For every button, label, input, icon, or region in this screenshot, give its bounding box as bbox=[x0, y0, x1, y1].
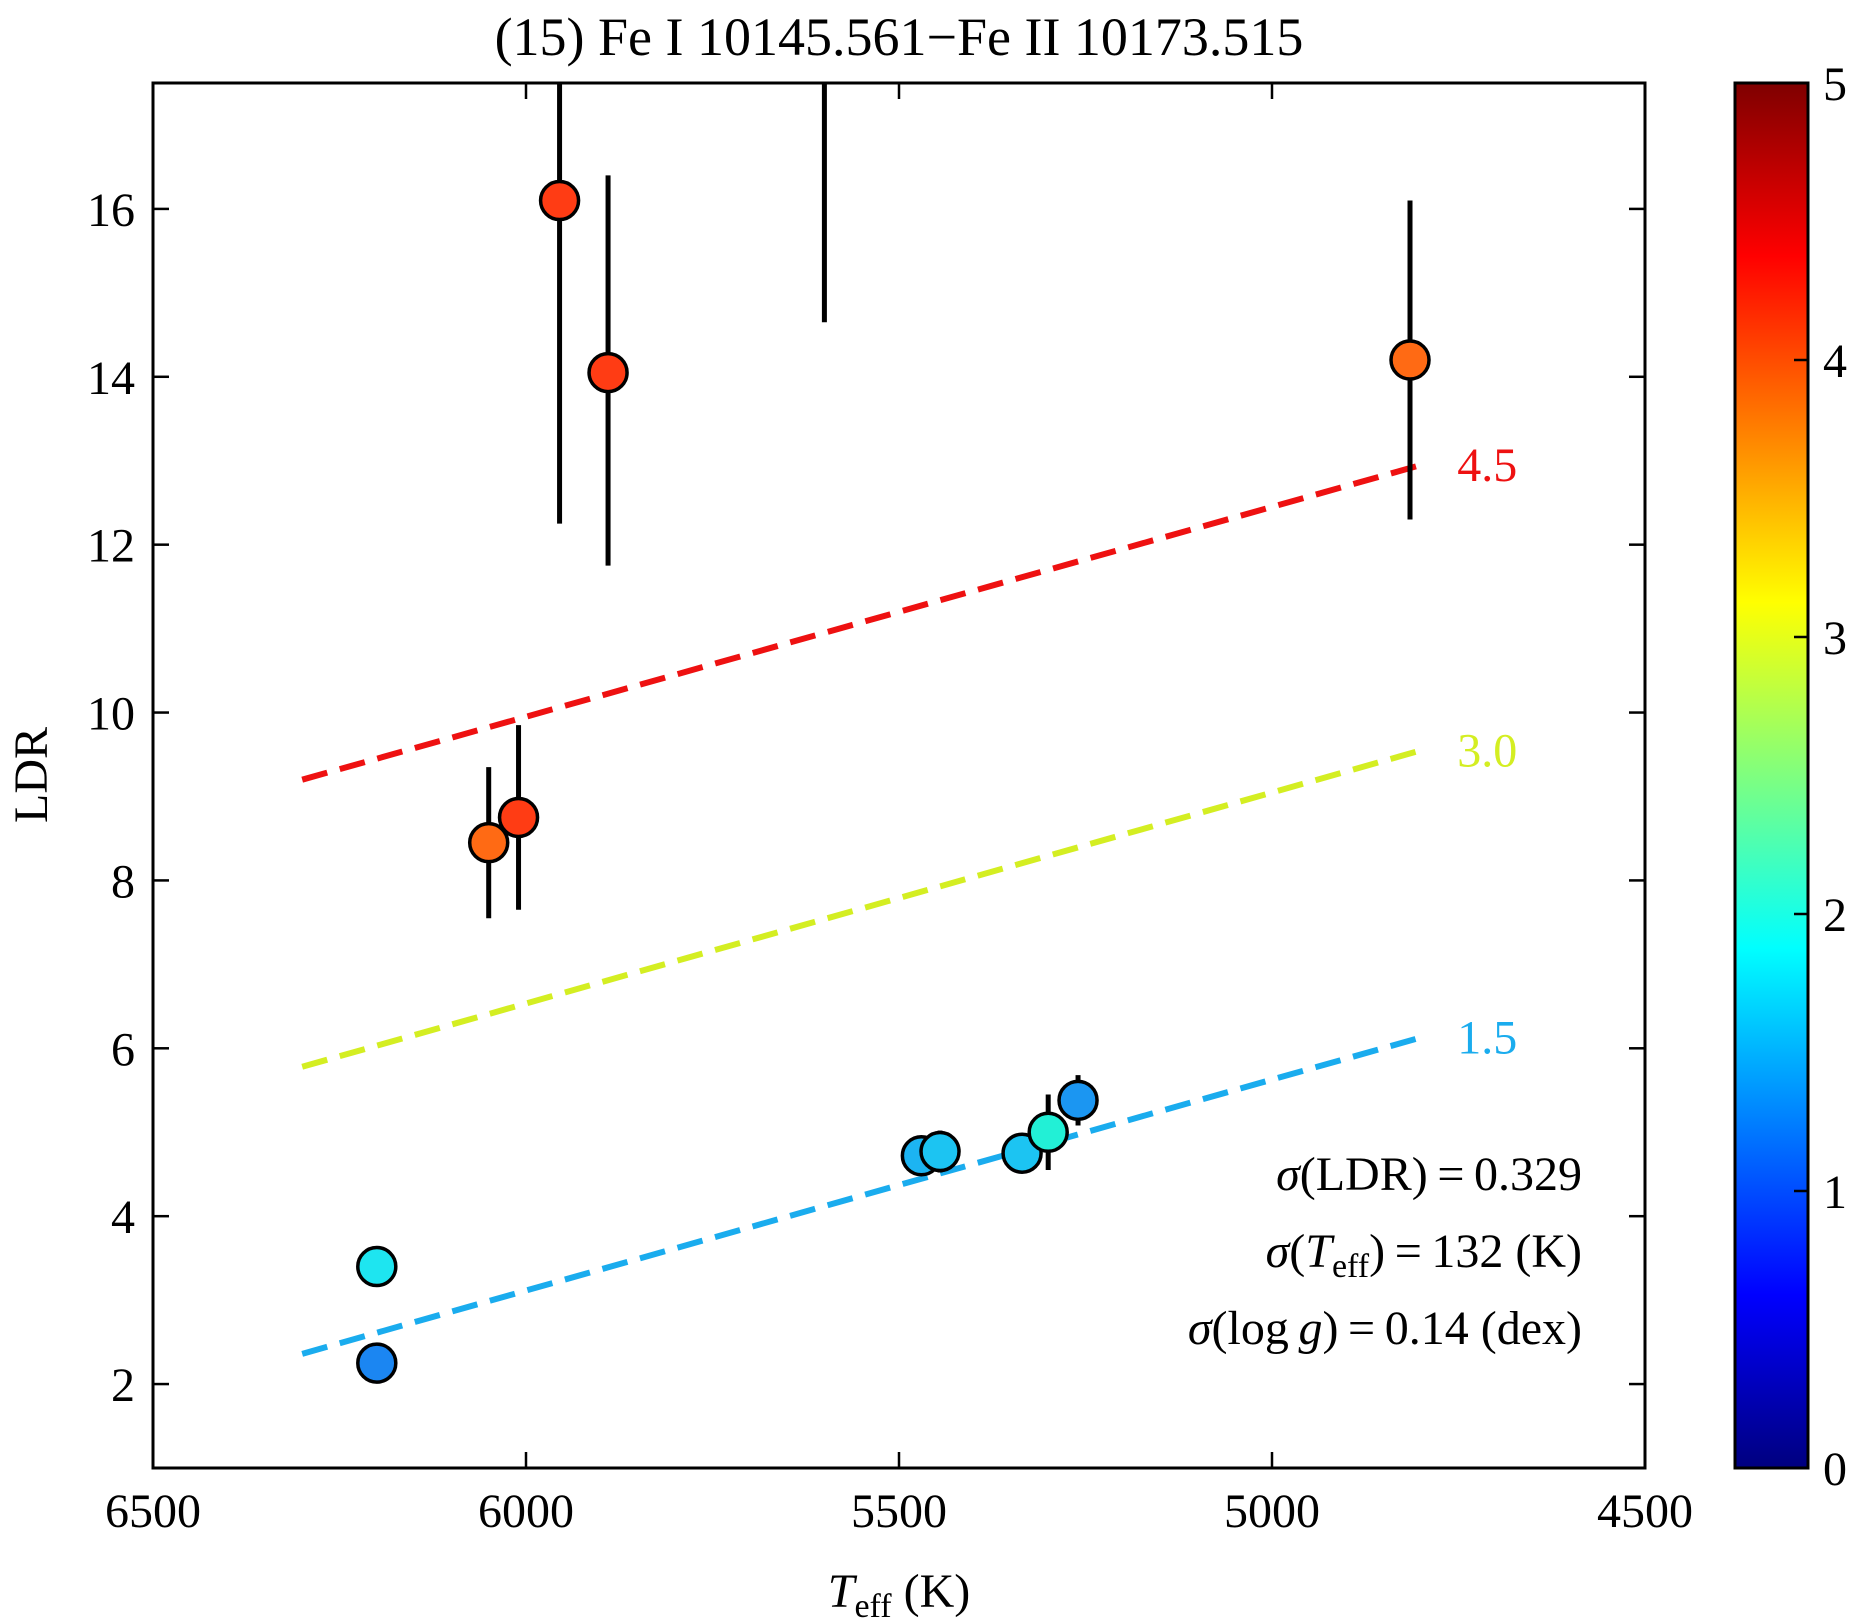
colorbar-tick-label: 1 bbox=[1823, 1166, 1847, 1219]
colorbar-tick-label: 0 bbox=[1823, 1443, 1847, 1496]
trend-label-logg-3.0: 3.0 bbox=[1457, 724, 1517, 777]
axis-ticks: 6500 6000 5500 5000 4500 2 4 6 8 10 12 14 16 bbox=[87, 83, 1693, 1538]
y-tick-label: 2 bbox=[111, 1359, 135, 1412]
trend-label-logg-4.5: 4.5 bbox=[1457, 439, 1517, 492]
sigma-annotation-rest: = 0.329 bbox=[1428, 1148, 1582, 1201]
colorbar: 0 1 2 3 4 5 bbox=[1733, 58, 1847, 1496]
data-point bbox=[1389, 339, 1431, 381]
x-tick-label: 5500 bbox=[851, 1485, 947, 1538]
colorbar-tick-label: 5 bbox=[1823, 58, 1847, 111]
sigma-annotation-rest: = 0.14 (dex) bbox=[1338, 1302, 1582, 1355]
data-point bbox=[467, 821, 510, 864]
sigma-annotation-close: ) bbox=[1369, 1225, 1385, 1278]
x-tick-label: 6500 bbox=[105, 1485, 201, 1538]
y-tick-label: 6 bbox=[111, 1023, 135, 1076]
colorbar-tick-label: 3 bbox=[1823, 612, 1847, 665]
x-tick-label: 6000 bbox=[478, 1485, 574, 1538]
sigma-annotation: σ(log g) = 0.14 (dex) bbox=[1188, 1302, 1582, 1355]
x-axis-label-unit: (K) bbox=[892, 1565, 971, 1618]
sigma-annotation-main: LDR bbox=[1316, 1148, 1412, 1201]
sigma-annotation: σ(LDR) = 0.329 bbox=[1276, 1148, 1582, 1201]
colorbar-frame bbox=[1733, 81, 1810, 1470]
sigma-annotation-open: ( bbox=[1300, 1148, 1316, 1201]
x-axis-label: Teff (K) bbox=[828, 1565, 970, 1620]
sigma-annotation-prefix: σ bbox=[1266, 1225, 1292, 1278]
sigma-annotation-close: ) bbox=[1322, 1302, 1338, 1355]
y-tick-label: 4 bbox=[111, 1191, 135, 1244]
y-tick-label: 14 bbox=[87, 352, 135, 405]
data-point bbox=[497, 796, 540, 839]
data-point bbox=[587, 351, 629, 394]
plot-clipped bbox=[301, 83, 1431, 1384]
colorbar-tick-label: 2 bbox=[1823, 889, 1847, 942]
sigma-annotation-close: ) bbox=[1412, 1148, 1428, 1201]
data-point bbox=[356, 1342, 398, 1384]
x-tick-label: 4500 bbox=[1597, 1485, 1693, 1538]
trend-label-logg-1.5: 1.5 bbox=[1457, 1011, 1517, 1064]
data-point bbox=[919, 1130, 961, 1173]
y-tick-label: 12 bbox=[87, 520, 135, 573]
sigma-annotation-prefix: σ bbox=[1188, 1302, 1214, 1355]
sigma-annotation-main: T bbox=[1305, 1225, 1335, 1278]
sigma-annotation: σ(Teff) = 132 (K) bbox=[1266, 1225, 1582, 1285]
trend-line-logg-4.5 bbox=[301, 462, 1423, 783]
data-point bbox=[356, 1245, 398, 1288]
data-point bbox=[1027, 1111, 1069, 1153]
colorbar-tick-label: 4 bbox=[1823, 335, 1847, 388]
sigma-annotation-open: ( bbox=[1289, 1225, 1305, 1278]
x-tick-label: 5000 bbox=[1224, 1485, 1320, 1538]
sigma-annotation-open: (log bbox=[1212, 1302, 1299, 1355]
chart-title: (15) Fe I 10145.561−Fe II 10173.515 bbox=[495, 7, 1304, 67]
sigma-annotation-sub: eff bbox=[1332, 1248, 1370, 1285]
data-point bbox=[1057, 1079, 1099, 1122]
y-tick-label: 8 bbox=[111, 855, 135, 908]
y-tick-label: 10 bbox=[87, 688, 135, 741]
sigma-annotation-prefix: σ bbox=[1276, 1148, 1302, 1201]
y-tick-label: 16 bbox=[87, 184, 135, 237]
x-axis-label-main: T bbox=[828, 1565, 858, 1618]
y-axis-label: LDR bbox=[5, 727, 58, 823]
trend-line-logg-3.0 bbox=[301, 747, 1423, 1070]
sigma-annotation-rest: = 132 (K) bbox=[1385, 1225, 1582, 1278]
x-axis-label-sub: eff bbox=[854, 1588, 892, 1620]
sigma-annotation-main: g bbox=[1298, 1302, 1322, 1355]
data-point bbox=[538, 179, 581, 222]
colorbar-gradient bbox=[1735, 83, 1808, 1468]
